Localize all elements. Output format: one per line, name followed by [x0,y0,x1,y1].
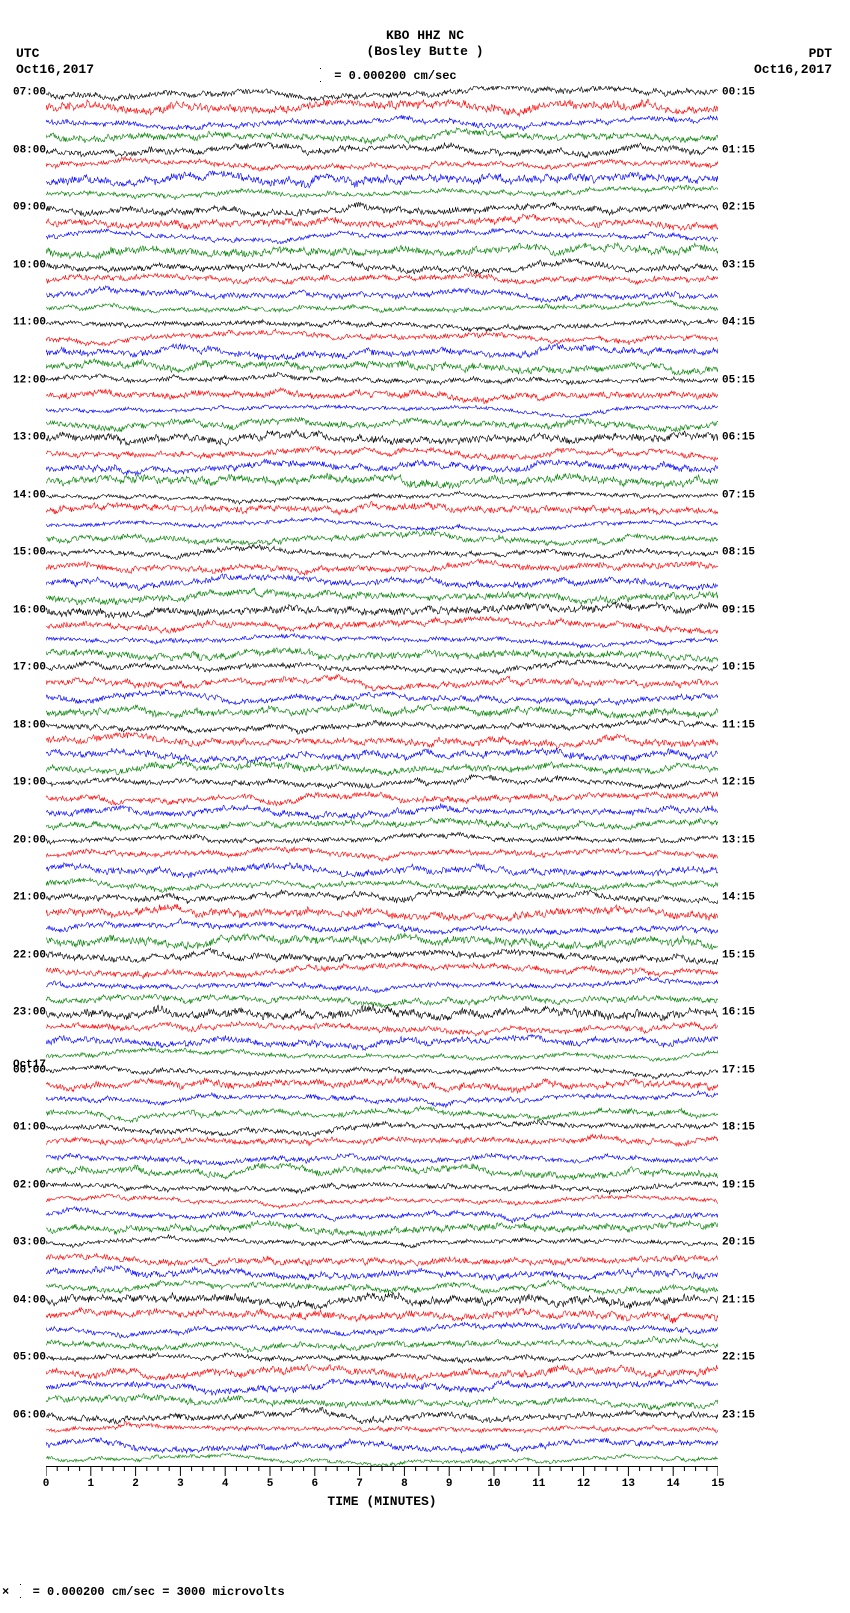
utc-hour-label: 17:00 [0,663,46,674]
pdt-hour-label: 04:15 [722,318,782,329]
utc-hour-label: 10:00 [0,260,46,271]
x-axis-svg [46,1466,718,1496]
station-code: KBO HHZ NC [0,28,850,44]
footer-text: = 0.000200 cm/sec = 3000 microvolts [33,1585,285,1599]
utc-block: UTC Oct16,2017 [16,46,94,79]
pdt-hour-label: 15:15 [722,950,782,961]
utc-hour-label: 09:00 [0,203,46,214]
utc-hour-label: 01:00 [0,1123,46,1134]
station-name: (Bosley Butte ) [0,44,850,60]
x-tick-label: 11 [532,1478,545,1490]
utc-hour-label: 15:00 [0,548,46,559]
x-tick-label: 2 [132,1478,139,1490]
pdt-label: PDT [754,46,832,62]
utc-label: UTC [16,46,94,62]
pdt-hour-label: 05:15 [722,375,782,386]
pdt-hour-label: 17:15 [722,1065,782,1076]
utc-hour-label: 02:00 [0,1180,46,1191]
utc-hour-label: 03:00 [0,1238,46,1249]
x-tick-label: 8 [401,1478,408,1490]
x-tick-label: 13 [622,1478,635,1490]
utc-date: Oct16,2017 [16,62,94,78]
pdt-hour-label: 00:15 [722,88,782,99]
pdt-hour-label: 21:15 [722,1295,782,1306]
left-time-labels: 07:00 08:00 09:00 10:00 11:00 12:00 13:00 14:00… [0,86,46,1466]
x-tick-label: 0 [43,1478,50,1490]
seismogram-svg [46,86,718,1466]
x-tick-label: 10 [487,1478,500,1490]
helicorder-page: KBO HHZ NC (Bosley Butte ) UTC Oct16,201… [0,0,850,1613]
x-axis-label: TIME (MINUTES) [46,1494,718,1509]
footer-bar-icon [20,1584,21,1598]
x-tick-label: 6 [311,1478,318,1490]
utc-hour-label: 18:00 [0,720,46,731]
right-time-labels: 00:15 01:15 02:15 03:15 04:15 05:15 06:15 07:15… [720,86,780,1466]
utc-hour-label: 19:00 [0,778,46,789]
utc-hour-label: 08:00 [0,145,46,156]
x-tick-label: 12 [577,1478,590,1490]
footer-prefix: × [2,1585,9,1599]
pdt-hour-label: 03:15 [722,260,782,271]
pdt-hour-label: 06:15 [722,433,782,444]
seismogram-plot [46,86,718,1466]
utc-hour-label: 12:00 [0,375,46,386]
title-block: KBO HHZ NC (Bosley Butte ) [0,28,850,61]
pdt-hour-label: 08:15 [722,548,782,559]
scale-bar-icon [320,68,321,82]
pdt-date: Oct16,2017 [754,62,832,78]
pdt-hour-label: 19:15 [722,1180,782,1191]
utc-hour-label: 14:00 [0,490,46,501]
x-tick-label: 4 [222,1478,229,1490]
utc-hour-label: 11:00 [0,318,46,329]
pdt-hour-label: 23:15 [722,1410,782,1421]
x-tick-label: 5 [267,1478,274,1490]
pdt-hour-label: 09:15 [722,605,782,616]
pdt-hour-label: 16:15 [722,1008,782,1019]
pdt-hour-label: 18:15 [722,1123,782,1134]
pdt-hour-label: 02:15 [722,203,782,214]
utc-hour-label: 21:00 [0,893,46,904]
footer-scale: × = 0.000200 cm/sec = 3000 microvolts [2,1581,285,1599]
utc-hour-label: 05:00 [0,1353,46,1364]
x-tick-label: 14 [667,1478,680,1490]
pdt-hour-label: 11:15 [722,720,782,731]
utc-hour-label: 04:00 [0,1295,46,1306]
utc-hour-label: 20:00 [0,835,46,846]
pdt-hour-label: 12:15 [722,778,782,789]
pdt-hour-label: 14:15 [722,893,782,904]
x-tick-label: 7 [356,1478,363,1490]
x-axis: 0123456789101112131415 TIME (MINUTES) [46,1466,718,1526]
x-tick-label: 3 [177,1478,184,1490]
utc-hour-label: 16:00 [0,605,46,616]
x-tick-label: 15 [711,1478,724,1490]
scale-text: = 0.000200 cm/sec [334,69,456,83]
pdt-hour-label: 07:15 [722,490,782,501]
pdt-hour-label: 20:15 [722,1238,782,1249]
utc-date-rollover: Oct17 [0,1060,46,1071]
pdt-block: PDT Oct16,2017 [754,46,832,79]
x-tick-label: 1 [87,1478,94,1490]
utc-hour-label: 13:00 [0,433,46,444]
scale-indicator: = 0.000200 cm/sec [320,65,457,83]
utc-hour-label: 07:00 [0,88,46,99]
utc-hour-label: 22:00 [0,950,46,961]
pdt-hour-label: 01:15 [722,145,782,156]
utc-hour-label: 06:00 [0,1410,46,1421]
pdt-hour-label: 22:15 [722,1353,782,1364]
pdt-hour-label: 13:15 [722,835,782,846]
x-tick-label: 9 [446,1478,453,1490]
pdt-hour-label: 10:15 [722,663,782,674]
utc-hour-label: 23:00 [0,1008,46,1019]
